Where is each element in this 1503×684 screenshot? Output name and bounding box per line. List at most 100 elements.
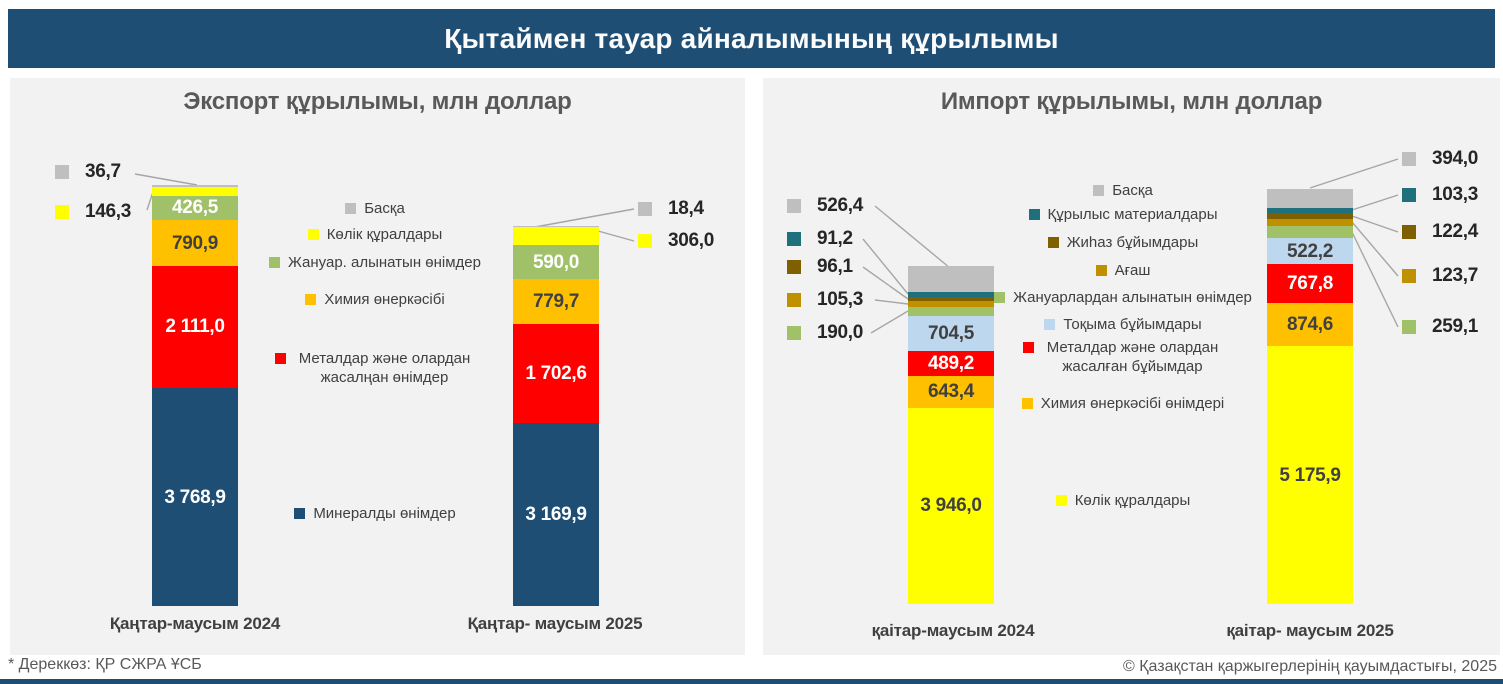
callout-value: 526,4: [817, 195, 864, 216]
legend-label: Жиһаз бұйымдары: [1066, 234, 1199, 251]
bar-value-label: 426,5: [171, 197, 219, 219]
legend-swatch-icon: [1022, 342, 1034, 353]
bar-segment: 3 169,9: [513, 422, 599, 606]
zhanuarlar-swatch-icon: [1402, 320, 1416, 334]
callout-basqa-2025: 18,4: [638, 198, 704, 219]
legend-item-agash: Ағаш: [923, 262, 1323, 281]
bar-segment: [1267, 213, 1353, 220]
legend-item-basqa: Басқа: [180, 200, 570, 219]
callout-value: 394,0: [1432, 148, 1479, 169]
legend-item-metaldar: Металдар және олардан жасалған бұйымдар: [923, 339, 1323, 377]
callout-value: 105,3: [817, 289, 864, 310]
bar-value-label: 489,2: [927, 352, 975, 374]
legend-label: Басқа: [364, 200, 405, 217]
zhihaz-swatch-icon: [1402, 225, 1416, 239]
callout-value: 306,0: [668, 230, 715, 251]
zhihaz-swatch-icon: [787, 260, 801, 274]
bar-segment: [152, 187, 238, 196]
legend-swatch-icon: [294, 508, 306, 519]
legend-swatch-icon: [345, 203, 357, 214]
bar-segment: 779,7: [513, 279, 599, 325]
bar-segment: [908, 306, 994, 317]
bar-segment: 790,9: [152, 220, 238, 266]
bar-segment: 1 702,6: [513, 324, 599, 423]
legend-label: Ағаш: [1114, 262, 1151, 279]
basqa-swatch-icon: [55, 165, 69, 179]
export-chart-panel: Экспорт құрылымы, млн доллар 36,7 146,3 …: [10, 78, 745, 655]
legend-label: Химия өнеркәсібі өнімдері: [1040, 395, 1225, 412]
bar-segment: [513, 226, 599, 228]
callout-value: 190,0: [817, 322, 864, 343]
legend-label: Көлік құралдары: [326, 226, 443, 243]
legend-swatch-icon: [1044, 319, 1056, 330]
legend-label: Жануар. алынатын өнімдер: [288, 254, 481, 271]
callout-qurylys-2025: 103,3: [1402, 184, 1479, 205]
bar-segment: 489,2: [908, 351, 994, 376]
legend-item-metaldar: Металдар және олардан жасалңан өнімдер: [180, 350, 570, 388]
legend-item-zhanuarlar: Жануарлардан алынатын өнімдер: [923, 289, 1323, 308]
legend-item-kolik: Көлік құралдары: [180, 226, 570, 245]
export-legend: Басқа Көлік құралдары Жануар. алынатын ө…: [180, 78, 570, 655]
import-stacked-bar-2024: 704,5 489,2 643,4 3 946,0: [908, 265, 994, 604]
callout-value: 146,3: [85, 201, 132, 222]
legend-swatch-icon: [994, 292, 1006, 303]
bar-segment: 5 175,9: [1267, 346, 1353, 604]
callout-agash-2025: 123,7: [1402, 265, 1479, 286]
bottom-accent-strip: [0, 679, 1503, 684]
bar-value-label: 1 702,6: [525, 362, 587, 384]
legend-item-zhihaz: Жиһаз бұйымдары: [923, 234, 1323, 253]
qurylys-swatch-icon: [1402, 188, 1416, 202]
legend-label: Металдар және олардан жасалңан өнімдер: [298, 350, 471, 386]
legend-item-khimia: Химия өнеркәсібі өнімдері: [923, 395, 1323, 414]
legend-label: Жануарлардан алынатын өнімдер: [1013, 289, 1252, 306]
bar-value-label: 522,2: [1286, 240, 1334, 262]
zhanuarlar-swatch-icon: [787, 326, 801, 340]
callout-value: 123,7: [1432, 265, 1479, 286]
legend-item-mineral: Минералды өнімдер: [180, 505, 570, 524]
copyright-note: © Қазақстан қаржыгерлерінің қауымдастығы…: [1122, 658, 1497, 675]
callout-value: 259,1: [1432, 316, 1479, 337]
x-axis-label-2024: Қаңтар-маусым 2024: [109, 614, 281, 633]
import-legend: Басқа Құрылыс материалдары Жиһаз бұйымда…: [923, 78, 1323, 655]
export-chart-title: Экспорт құрылымы, млн доллар: [183, 88, 572, 115]
legend-label: Тоқыма бұйымдары: [1063, 316, 1202, 333]
bar-segment: [908, 292, 994, 297]
callout-basqa-2024: 36,7: [55, 161, 121, 182]
export-callout-lines: [134, 173, 635, 242]
legend-label: Басқа: [1112, 182, 1153, 199]
legend-label: Химия өнеркәсібі: [324, 291, 445, 308]
bar-value-label: 874,6: [1286, 313, 1334, 335]
import-chart-title: Импорт құрылымы, млн доллар: [940, 88, 1323, 115]
bar-value-label: 3 169,9: [525, 503, 587, 525]
import-chart-panel: Импорт құрылымы, млн доллар 526,4: [763, 78, 1500, 655]
basqa-swatch-icon: [787, 199, 801, 213]
basqa-swatch-icon: [638, 202, 652, 216]
callout-value: 91,2: [817, 228, 853, 249]
source-note: * Дереккөз: ҚР СЖРА ҰСБ: [8, 656, 202, 673]
bar-segment: 2 111,0: [152, 265, 238, 388]
export-plot-area: 36,7 146,3 18,4 306,0 Басқа: [10, 78, 745, 655]
export-stacked-bar-2025: 590,0 779,7 1 702,6 3 169,9: [513, 226, 599, 606]
callout-value: 103,3: [1432, 184, 1479, 205]
callout-zhihaz-2025: 122,4: [1402, 221, 1478, 242]
kolik-swatch-icon: [55, 205, 69, 219]
callout-zhihaz-2024: 96,1: [787, 256, 853, 277]
bar-segment: [513, 227, 599, 246]
legend-item-toqyma: Тоқыма бұйымдары: [923, 316, 1323, 335]
bar-segment: 3 946,0: [908, 407, 994, 604]
legend-swatch-icon: [269, 257, 280, 268]
bar-value-label: 5 175,9: [1279, 464, 1341, 486]
bar-value-label: 3 768,9: [164, 486, 226, 508]
legend-label: Құрылыс материалдары: [1047, 206, 1218, 223]
page-title: Қытаймен тауар айналымының құрылымы: [444, 22, 1059, 54]
bar-segment: [1267, 208, 1353, 214]
bar-segment: [908, 301, 994, 307]
kolik-swatch-icon: [638, 234, 652, 248]
bar-segment: [152, 184, 238, 188]
bar-segment: [1267, 225, 1353, 239]
callout-basqa-2024: 526,4: [787, 195, 864, 216]
legend-swatch-icon: [1021, 398, 1033, 409]
legend-swatch-icon: [1095, 265, 1107, 276]
legend-item-kolik: Көлік құралдары: [923, 492, 1323, 511]
bar-value-label: 2 111,0: [165, 316, 225, 338]
